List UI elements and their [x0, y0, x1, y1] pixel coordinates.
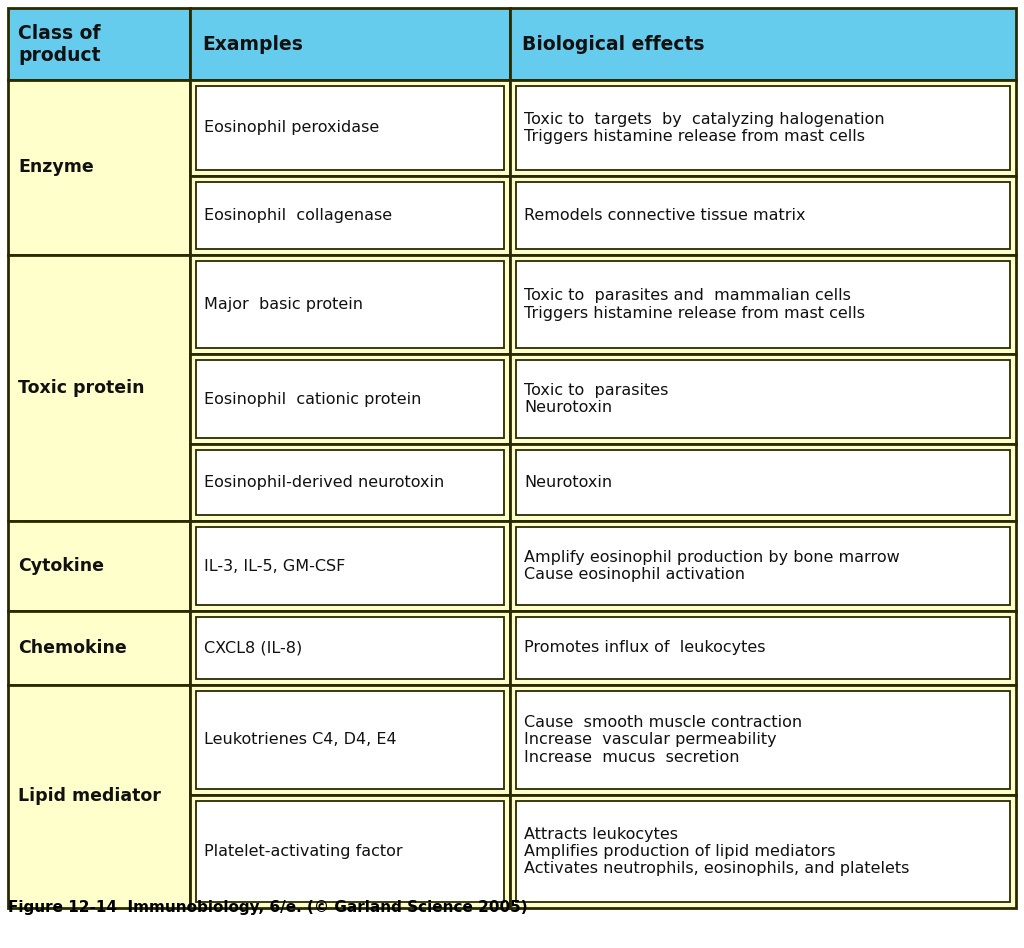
Bar — [196, 86, 504, 170]
Bar — [196, 261, 504, 348]
Bar — [196, 527, 504, 606]
Text: Cause  smooth muscle contraction
Increase  vascular permeability
Increase  mucus: Cause smooth muscle contraction Increase… — [524, 715, 802, 765]
Bar — [516, 527, 1010, 606]
Bar — [196, 801, 504, 902]
Text: Lipid mediator: Lipid mediator — [18, 788, 161, 805]
Bar — [190, 8, 510, 80]
Bar — [190, 80, 510, 176]
Text: Remodels connective tissue matrix: Remodels connective tissue matrix — [524, 208, 806, 223]
Bar — [196, 182, 504, 249]
Text: Figure 12-14  Immunobiology, 6/e. (© Garland Science 2005): Figure 12-14 Immunobiology, 6/e. (© Garl… — [8, 900, 527, 915]
Bar — [510, 8, 1016, 80]
Bar — [8, 521, 190, 611]
Bar — [190, 255, 510, 355]
Text: Eosinophil  collagenase: Eosinophil collagenase — [204, 208, 392, 223]
Bar — [516, 450, 1010, 515]
Bar — [8, 80, 190, 255]
Text: IL-3, IL-5, GM-CSF: IL-3, IL-5, GM-CSF — [204, 558, 345, 574]
Text: Toxic to  parasites
Neurotoxin: Toxic to parasites Neurotoxin — [524, 383, 669, 415]
Bar — [516, 86, 1010, 170]
Bar — [516, 182, 1010, 249]
Bar — [510, 255, 1016, 355]
Bar — [516, 261, 1010, 348]
Bar — [510, 521, 1016, 611]
Bar — [516, 691, 1010, 789]
Bar — [516, 360, 1010, 438]
Bar — [196, 450, 504, 515]
Text: Toxic to  targets  by  catalyzing halogenation
Triggers histamine release from m: Toxic to targets by catalyzing halogenat… — [524, 112, 885, 144]
Bar — [196, 617, 504, 679]
Bar — [190, 445, 510, 521]
Bar — [196, 360, 504, 438]
Bar — [510, 795, 1016, 908]
Text: Amplify eosinophil production by bone marrow
Cause eosinophil activation: Amplify eosinophil production by bone ma… — [524, 550, 900, 582]
Text: Class of
product: Class of product — [18, 24, 100, 64]
Text: Chemokine: Chemokine — [18, 639, 127, 657]
Text: Cytokine: Cytokine — [18, 557, 104, 575]
Text: CXCL8 (IL-8): CXCL8 (IL-8) — [204, 641, 302, 655]
Bar — [510, 611, 1016, 684]
Bar — [190, 611, 510, 684]
Bar — [510, 355, 1016, 445]
Bar — [8, 611, 190, 684]
Bar — [510, 684, 1016, 795]
Bar — [8, 255, 190, 521]
Text: Eosinophil-derived neurotoxin: Eosinophil-derived neurotoxin — [204, 475, 444, 490]
Text: Platelet-activating factor: Platelet-activating factor — [204, 844, 402, 859]
Text: Eosinophil peroxidase: Eosinophil peroxidase — [204, 120, 379, 136]
Text: Leukotrienes C4, D4, E4: Leukotrienes C4, D4, E4 — [204, 733, 396, 747]
Bar — [190, 795, 510, 908]
Bar — [190, 684, 510, 795]
Text: Attracts leukocytes
Amplifies production of lipid mediators
Activates neutrophil: Attracts leukocytes Amplifies production… — [524, 827, 909, 877]
Text: Major  basic protein: Major basic protein — [204, 297, 362, 312]
Bar — [190, 521, 510, 611]
Bar — [196, 691, 504, 789]
Bar — [510, 80, 1016, 176]
Bar — [516, 801, 1010, 902]
Text: Toxic to  parasites and  mammalian cells
Triggers histamine release from mast ce: Toxic to parasites and mammalian cells T… — [524, 288, 865, 320]
Text: Biological effects: Biological effects — [522, 34, 705, 53]
Text: Neurotoxin: Neurotoxin — [524, 475, 612, 490]
Text: Promotes influx of  leukocytes: Promotes influx of leukocytes — [524, 641, 766, 655]
Bar — [190, 355, 510, 445]
Bar — [510, 445, 1016, 521]
Bar — [510, 176, 1016, 255]
Bar — [8, 684, 190, 908]
Text: Toxic protein: Toxic protein — [18, 379, 144, 397]
Text: Enzyme: Enzyme — [18, 158, 94, 176]
Bar — [190, 176, 510, 255]
Bar — [8, 8, 190, 80]
Bar — [516, 617, 1010, 679]
Text: Examples: Examples — [202, 34, 303, 53]
Text: Eosinophil  cationic protein: Eosinophil cationic protein — [204, 392, 421, 407]
